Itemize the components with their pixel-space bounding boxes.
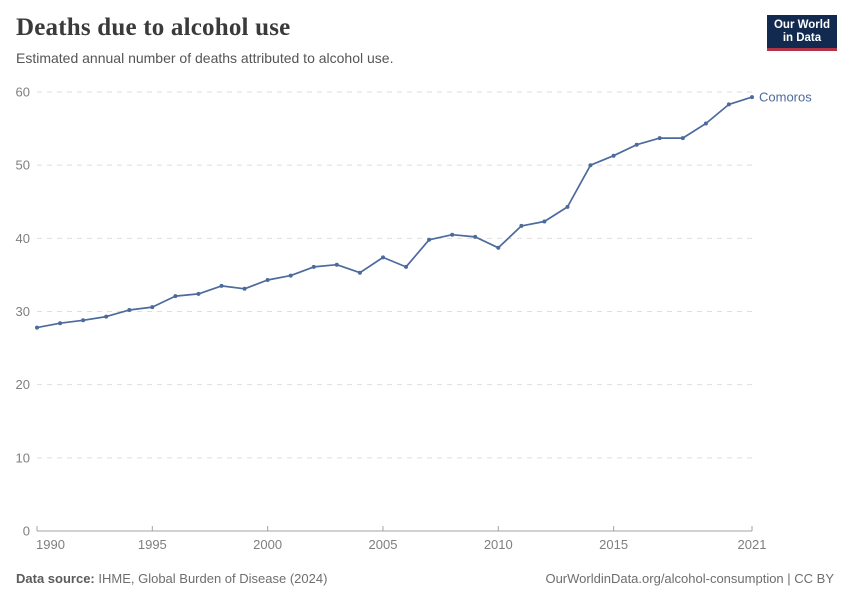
chart-header: Deaths due to alcohol use Estimated annu…	[16, 14, 736, 66]
x-tick-label: 2010	[484, 537, 513, 552]
data-point[interactable]	[81, 318, 86, 323]
owid-logo[interactable]: Our World in Data	[767, 15, 837, 51]
y-tick-label: 40	[16, 231, 30, 246]
page-title: Deaths due to alcohol use	[16, 14, 291, 41]
y-tick-label: 50	[16, 158, 30, 173]
data-point[interactable]	[35, 325, 39, 330]
x-tick-label: 2005	[369, 537, 398, 552]
data-point[interactable]	[588, 163, 593, 168]
data-point[interactable]	[288, 273, 293, 278]
y-tick-label: 10	[16, 450, 30, 465]
owid-logo-line2: in Data	[782, 31, 822, 44]
data-point[interactable]	[58, 321, 63, 326]
owid-license-link[interactable]: OurWorldinData.org/alcohol-consumption |…	[545, 571, 834, 586]
data-point[interactable]	[750, 95, 754, 100]
data-point[interactable]	[611, 153, 616, 158]
data-point[interactable]	[381, 255, 385, 260]
x-tick-label: 1990	[36, 537, 65, 552]
x-tick-label: 2015	[599, 537, 628, 552]
chart-subtitle: Estimated annual number of deaths attrib…	[16, 50, 394, 66]
data-point[interactable]	[242, 286, 247, 291]
data-point[interactable]	[657, 136, 662, 141]
series-line[interactable]	[36, 96, 753, 329]
data-point[interactable]	[565, 204, 570, 209]
data-point[interactable]	[496, 245, 501, 250]
data-point[interactable]	[473, 234, 478, 239]
x-tick-label: 2021	[738, 537, 767, 552]
y-tick-label: 0	[23, 524, 30, 539]
data-point[interactable]	[726, 102, 731, 107]
data-source-value: IHME, Global Burden of Disease (2024)	[94, 571, 328, 586]
y-tick-label: 30	[16, 304, 30, 319]
data-point[interactable]	[519, 223, 524, 228]
data-point[interactable]	[404, 264, 408, 269]
owid-logo-line1: Our World	[773, 18, 830, 31]
data-point[interactable]	[265, 278, 270, 282]
chart-footer: Data source: IHME, Global Burden of Dise…	[16, 571, 834, 586]
data-point[interactable]	[150, 305, 155, 310]
data-point[interactable]	[634, 142, 639, 147]
data-point[interactable]	[680, 136, 685, 141]
x-tick-label: 1995	[138, 537, 167, 552]
data-source-note: Data source: IHME, Global Burden of Dise…	[16, 571, 327, 586]
data-point[interactable]	[703, 121, 708, 126]
x-tick-label: 2000	[253, 537, 282, 552]
y-tick-label: 20	[16, 377, 30, 392]
data-point[interactable]	[127, 308, 132, 312]
data-point[interactable]	[334, 262, 339, 267]
data-point[interactable]	[542, 219, 547, 224]
data-point[interactable]	[173, 294, 178, 299]
data-point[interactable]	[427, 237, 432, 242]
data-point[interactable]	[450, 232, 455, 237]
data-point[interactable]	[219, 283, 224, 288]
data-point[interactable]	[104, 314, 109, 319]
entity-label[interactable]: Comoros	[759, 90, 812, 105]
data-point[interactable]	[311, 264, 316, 269]
y-tick-label: 60	[16, 85, 30, 100]
data-point[interactable]	[196, 291, 201, 296]
owid-logo-text: Our World in Data	[774, 19, 830, 45]
data-source-label: Data source:	[16, 571, 95, 586]
data-point[interactable]	[357, 270, 362, 275]
